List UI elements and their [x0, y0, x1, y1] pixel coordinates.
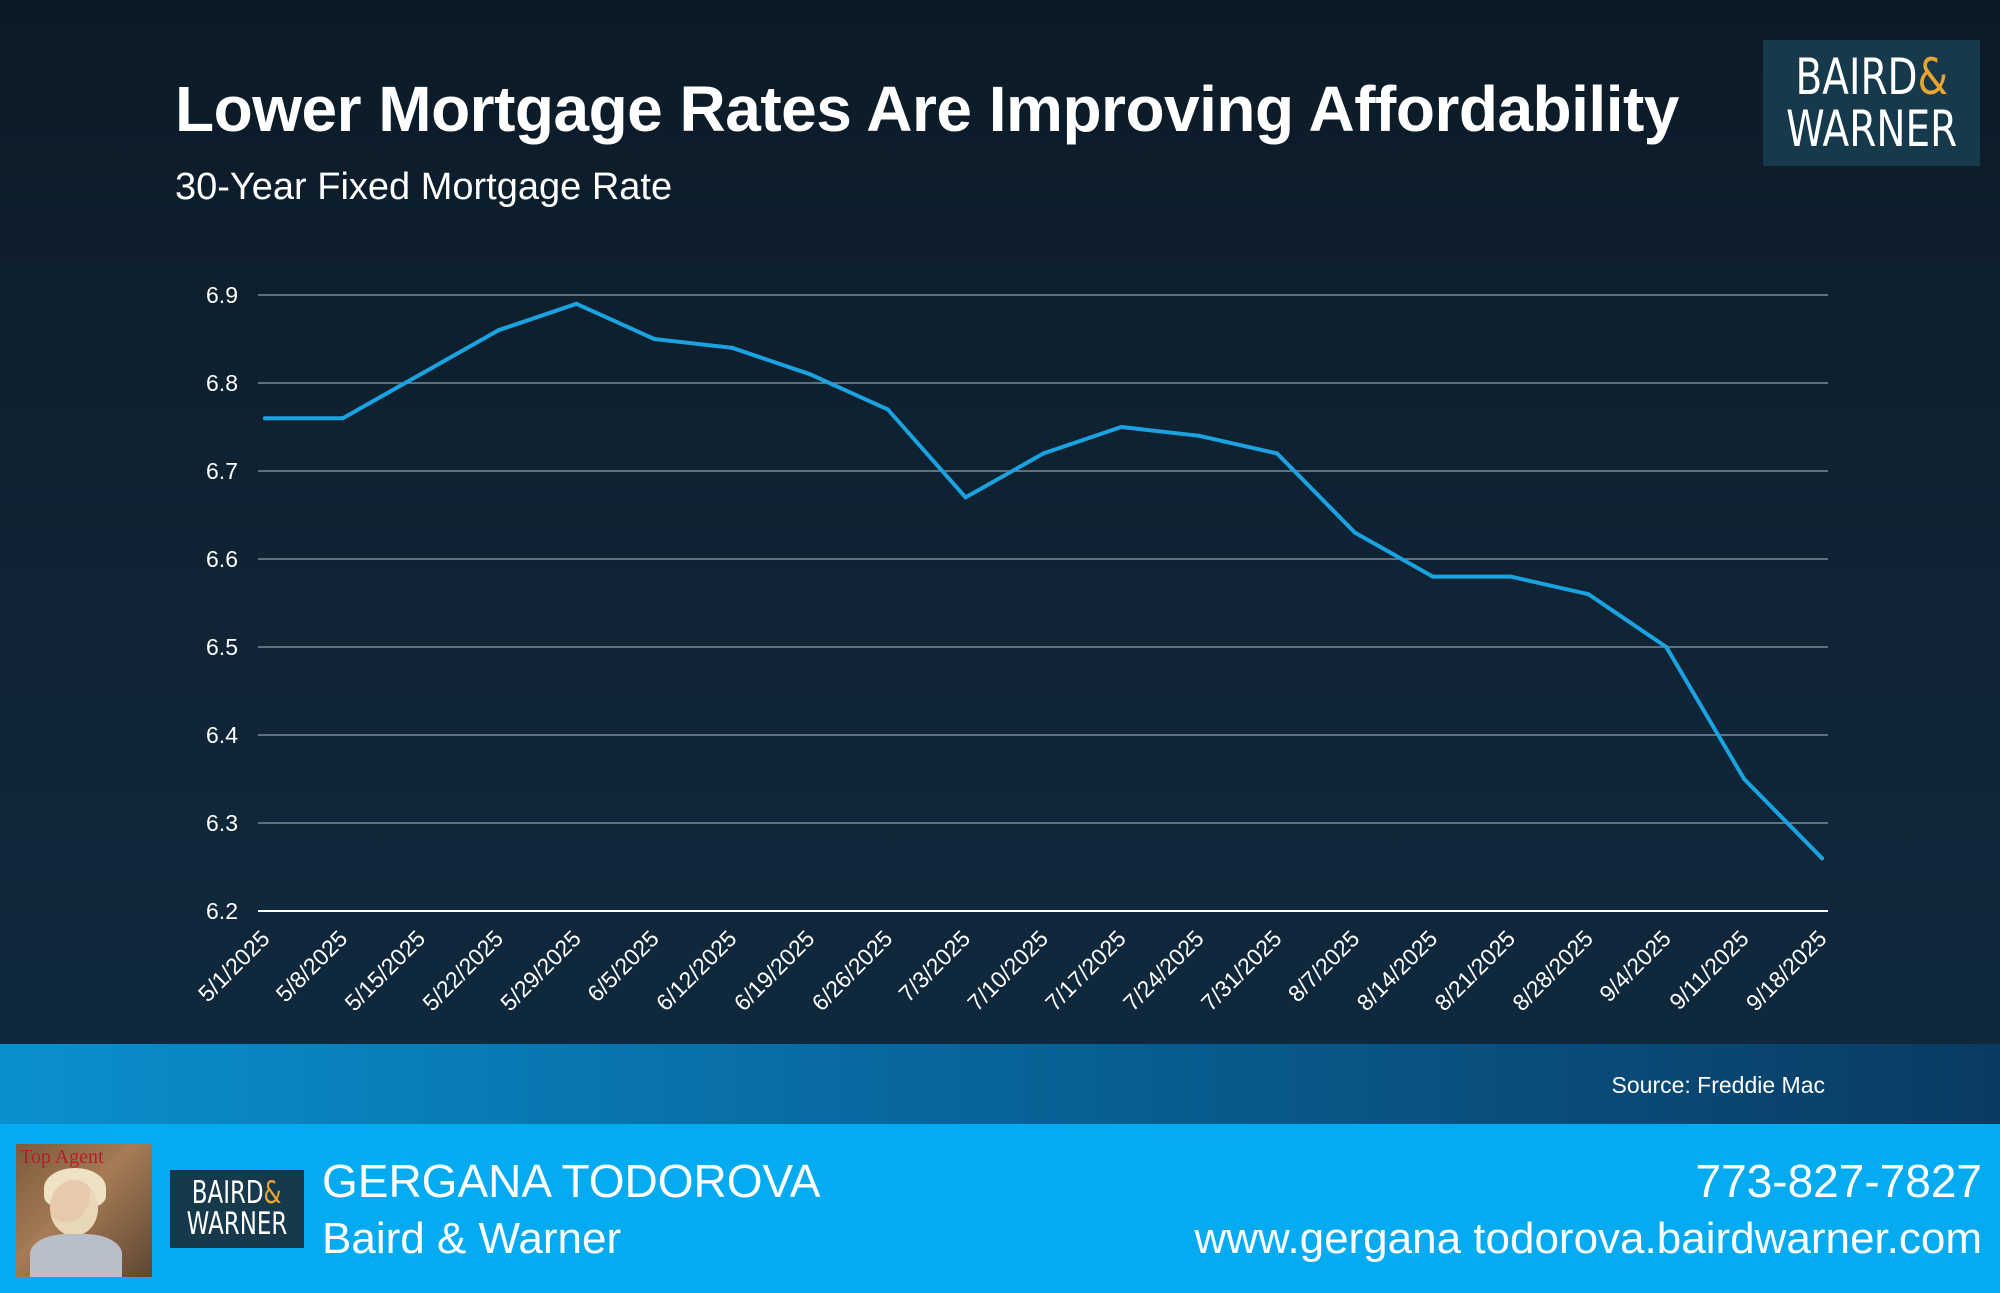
source-band: Source: Freddie Mac — [0, 1044, 2000, 1124]
y-tick-label: 6.3 — [206, 810, 238, 836]
x-tick-label: 7/17/2025 — [1040, 925, 1131, 1016]
footer-logo-ampersand: & — [263, 1175, 282, 1211]
rate-data-point — [1119, 425, 1124, 429]
x-tick-label: 8/7/2025 — [1283, 925, 1365, 1007]
rate-data-point — [1742, 777, 1747, 781]
rate-data-point — [340, 416, 345, 421]
x-tick-label: 9/18/2025 — [1741, 925, 1832, 1016]
rate-data-point — [1508, 574, 1513, 579]
y-tick-label: 6.2 — [206, 898, 238, 924]
rate-data-point — [730, 345, 735, 350]
logo-word-baird: BAIRD — [1795, 48, 1918, 106]
x-tick-label: 5/8/2025 — [271, 925, 353, 1007]
baird-warner-logo: BAIRD& WARNER — [1763, 40, 1980, 166]
y-tick-label: 6.4 — [206, 722, 238, 748]
rate-data-point — [1586, 592, 1591, 597]
rate-data-point — [807, 372, 812, 377]
chart-title: Lower Mortgage Rates Are Improving Affor… — [175, 73, 1679, 145]
rate-data-point — [963, 495, 968, 500]
agent-footer: Top Agent BAIRD& WARNER GERGANA TODOROVA… — [0, 1124, 2000, 1293]
agent-name: GERGANA TODOROVA — [322, 1155, 821, 1207]
logo-word-warner: WARNER — [1785, 100, 1958, 158]
x-tick-label: 7/3/2025 — [893, 925, 975, 1007]
x-tick-label: 7/31/2025 — [1196, 925, 1287, 1016]
source-note: Source: Freddie Mac — [1611, 1072, 1825, 1098]
x-tick-label: 7/10/2025 — [962, 925, 1053, 1016]
agent-website-link[interactable]: www.gergana todorova.bairdwarner.com — [1194, 1214, 1982, 1263]
x-tick-label: 7/24/2025 — [1118, 925, 1209, 1016]
rate-data-point — [1664, 645, 1669, 649]
rate-data-point — [1352, 530, 1357, 535]
y-tick-label: 6.7 — [206, 458, 238, 484]
footer-logo-word-baird: BAIRD — [192, 1175, 264, 1211]
x-tick-label: 5/22/2025 — [417, 925, 508, 1016]
rate-data-point — [652, 337, 657, 341]
agent-phone[interactable]: 773-827-7827 — [1695, 1155, 1982, 1207]
mortgage-rate-line-chart: 6.2 6.3 6.4 6.5 6.6 6.7 6.8 6.9 5/1/20255/8/2025… — [193, 282, 1832, 1016]
rate-data-point — [1041, 451, 1046, 456]
x-tick-label: 9/4/2025 — [1594, 925, 1676, 1007]
y-tick-label: 6.8 — [206, 370, 238, 396]
rate-data-point — [574, 301, 579, 306]
rate-data-point — [263, 416, 267, 421]
x-tick-label: 6/5/2025 — [582, 925, 664, 1007]
x-tick-label: 9/11/2025 — [1664, 925, 1754, 1015]
x-tick-label: 8/28/2025 — [1507, 925, 1598, 1016]
y-tick-label: 6.6 — [206, 546, 238, 572]
logo-ampersand: & — [1917, 48, 1948, 106]
x-tick-label: 8/21/2025 — [1429, 925, 1520, 1016]
rate-data-point — [418, 372, 423, 377]
x-tick-label: 6/12/2025 — [651, 925, 742, 1016]
y-tick-label: 6.9 — [206, 282, 238, 308]
rate-series-line — [263, 301, 1824, 861]
y-tick-label: 6.5 — [206, 634, 238, 660]
rate-data-point — [1820, 856, 1824, 861]
footer-baird-warner-logo: BAIRD& WARNER — [170, 1170, 304, 1248]
agent-photo: Top Agent — [16, 1144, 152, 1277]
rate-data-point — [1197, 433, 1202, 438]
x-tick-label: 5/15/2025 — [339, 925, 430, 1016]
x-tick-label: 6/26/2025 — [807, 925, 898, 1016]
x-tick-label: 5/29/2025 — [495, 925, 586, 1016]
rate-data-point — [885, 407, 890, 412]
rate-data-point — [1275, 451, 1280, 456]
rate-data-point — [1430, 574, 1435, 579]
photo-magazine-caption: Top Agent — [20, 1146, 104, 1168]
footer-logo-word-warner: WARNER — [186, 1206, 288, 1242]
chart-subtitle: 30-Year Fixed Mortgage Rate — [175, 166, 673, 208]
rate-data-point — [496, 328, 501, 333]
agent-company: Baird & Warner — [322, 1214, 622, 1263]
logo-line-1: BAIRD& — [1795, 52, 1947, 102]
x-tick-label: 5/1/2025 — [193, 925, 275, 1007]
x-tick-label: 6/19/2025 — [729, 925, 820, 1016]
x-tick-label: 8/14/2025 — [1352, 925, 1443, 1016]
footer-logo-line-1: BAIRD& — [192, 1178, 282, 1209]
